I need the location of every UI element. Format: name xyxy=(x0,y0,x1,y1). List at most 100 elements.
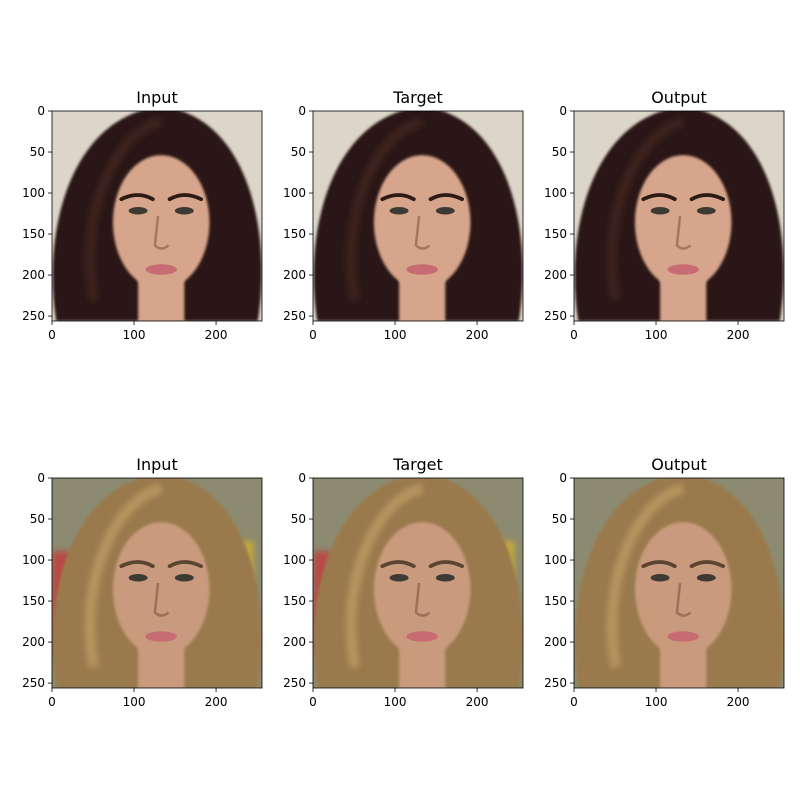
x-tick-label: 0 xyxy=(309,328,317,342)
y-tick-label: 150 xyxy=(283,227,306,241)
lips xyxy=(667,264,699,275)
eye xyxy=(128,206,148,215)
eye xyxy=(696,206,716,215)
y-tick-label: 200 xyxy=(544,635,567,649)
y-tick-label: 0 xyxy=(37,104,45,118)
eyebrow xyxy=(689,560,725,569)
y-tick-label: 100 xyxy=(283,553,306,567)
eyebrow xyxy=(428,193,464,202)
x-tick-label: 0 xyxy=(570,328,578,342)
y-tick-label: 0 xyxy=(298,104,306,118)
image-frame xyxy=(51,477,263,689)
eye xyxy=(696,573,716,582)
x-tick-label: 100 xyxy=(123,328,146,342)
panel-output-row2: Output 0 100 200 0 50 100 150 200 250 xyxy=(544,455,785,709)
image-frame xyxy=(312,110,524,322)
x-tick-label: 100 xyxy=(384,695,407,709)
y-tick-label: 0 xyxy=(559,471,567,485)
y-tick-label: 100 xyxy=(283,186,306,200)
y-tick-label: 50 xyxy=(291,512,306,526)
panel-title: Output xyxy=(651,88,707,107)
lips xyxy=(145,264,177,275)
x-tick-label: 200 xyxy=(727,695,750,709)
y-tick-label: 50 xyxy=(291,145,306,159)
panel-grid: Input 0 100 200 0 50 100 150 200 250 Target 0 100 200… xyxy=(22,88,785,709)
y-tick-label: 250 xyxy=(283,676,306,690)
face xyxy=(634,155,732,290)
image-frame xyxy=(573,110,785,322)
y-tick-label: 50 xyxy=(30,145,45,159)
eyebrow xyxy=(689,193,725,202)
y-tick-label: 150 xyxy=(22,594,45,608)
face xyxy=(373,522,471,657)
y-tick-label: 150 xyxy=(544,594,567,608)
y-tick-label: 250 xyxy=(22,676,45,690)
y-tick-label: 100 xyxy=(544,553,567,567)
eyebrow xyxy=(167,560,203,569)
y-tick-label: 150 xyxy=(283,594,306,608)
panel-title: Output xyxy=(651,455,707,474)
nose xyxy=(414,215,431,250)
eye xyxy=(650,573,670,582)
y-tick-label: 200 xyxy=(22,635,45,649)
y-tick-label: 200 xyxy=(544,268,567,282)
x-tick-label: 100 xyxy=(384,328,407,342)
y-tick-label: 250 xyxy=(544,309,567,323)
x-tick-label: 200 xyxy=(205,695,228,709)
x-tick-label: 0 xyxy=(309,695,317,709)
eye xyxy=(174,206,194,215)
eyebrow xyxy=(167,193,203,202)
panel-input-row1: Input 0 100 200 0 50 100 150 200 250 xyxy=(22,88,263,342)
eyebrow xyxy=(119,560,155,569)
x-tick-label: 100 xyxy=(645,695,668,709)
face xyxy=(373,155,471,290)
panel-output-row1: Output 0 100 200 0 50 100 150 200 250 xyxy=(544,88,785,342)
y-tick-label: 200 xyxy=(283,635,306,649)
eye xyxy=(435,206,455,215)
y-tick-label: 0 xyxy=(37,471,45,485)
x-tick-label: 0 xyxy=(570,695,578,709)
panel-title: Input xyxy=(136,88,177,107)
x-tick-label: 200 xyxy=(466,328,489,342)
eyebrow xyxy=(641,560,677,569)
nose xyxy=(675,582,692,617)
panel-input-row2: Input 0 100 200 0 50 100 150 200 250 xyxy=(22,455,263,709)
nose xyxy=(153,582,170,617)
eye xyxy=(128,573,148,582)
y-tick-label: 0 xyxy=(298,471,306,485)
eyebrow xyxy=(428,560,464,569)
panel-title: Target xyxy=(392,88,443,107)
eyebrow xyxy=(380,560,416,569)
lips xyxy=(145,631,177,642)
lips xyxy=(406,631,438,642)
nose xyxy=(414,582,431,617)
y-tick-label: 150 xyxy=(22,227,45,241)
face xyxy=(112,522,210,657)
lips xyxy=(667,631,699,642)
eye xyxy=(435,573,455,582)
eye xyxy=(389,206,409,215)
eyebrow xyxy=(380,193,416,202)
y-tick-label: 100 xyxy=(22,553,45,567)
face xyxy=(112,155,210,290)
y-tick-label: 200 xyxy=(283,268,306,282)
y-tick-label: 100 xyxy=(544,186,567,200)
eye xyxy=(174,573,194,582)
x-tick-label: 100 xyxy=(645,328,668,342)
eye xyxy=(650,206,670,215)
image-frame xyxy=(312,477,524,689)
panel-title: Input xyxy=(136,455,177,474)
y-tick-label: 200 xyxy=(22,268,45,282)
x-tick-label: 200 xyxy=(727,328,750,342)
image-frame xyxy=(51,110,263,322)
panel-target-row1: Target 0 100 200 0 50 100 150 200 250 xyxy=(283,88,524,342)
nose xyxy=(675,215,692,250)
nose xyxy=(153,215,170,250)
eye xyxy=(389,573,409,582)
y-tick-label: 0 xyxy=(559,104,567,118)
y-tick-label: 100 xyxy=(22,186,45,200)
x-tick-label: 200 xyxy=(466,695,489,709)
x-tick-label: 0 xyxy=(48,695,56,709)
face xyxy=(634,522,732,657)
